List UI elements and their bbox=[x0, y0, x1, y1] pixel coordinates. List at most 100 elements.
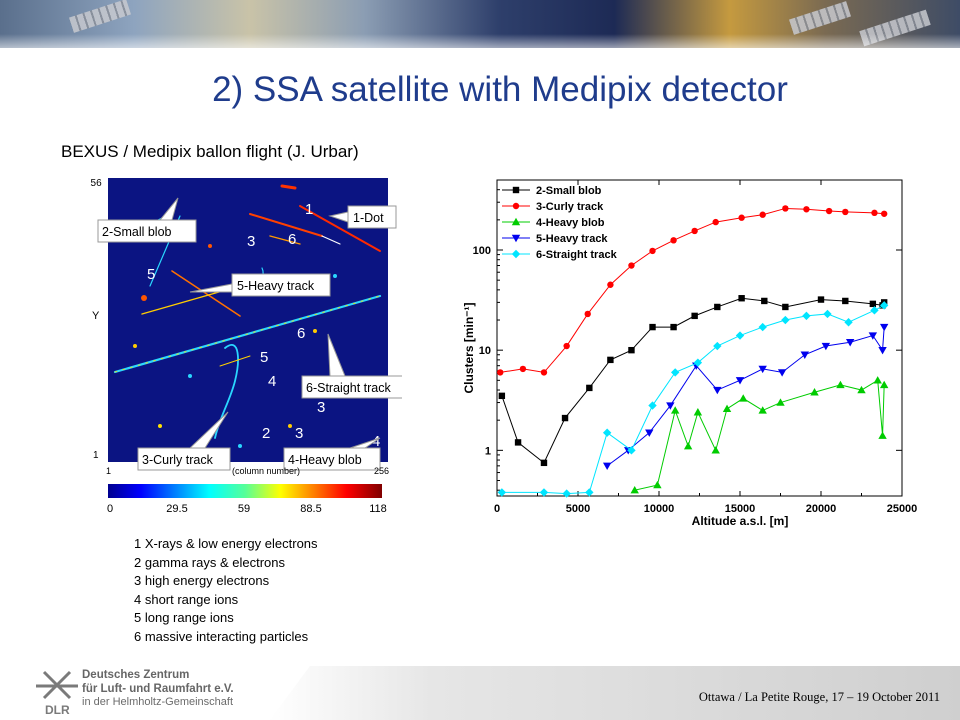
data-point bbox=[758, 406, 767, 414]
legend-line: 3 high energy electrons bbox=[134, 573, 270, 588]
data-point bbox=[670, 237, 677, 244]
data-point bbox=[497, 369, 504, 376]
svg-text:3: 3 bbox=[247, 233, 255, 250]
data-point bbox=[713, 386, 722, 395]
legend-label: 5-Heavy track bbox=[536, 233, 608, 245]
data-point bbox=[735, 377, 745, 385]
colorbar bbox=[108, 484, 382, 498]
y-top-label: 256 bbox=[90, 178, 102, 189]
callout-label: 6-Straight track bbox=[306, 381, 392, 395]
svg-text:29.5: 29.5 bbox=[166, 503, 187, 515]
data-point bbox=[845, 339, 855, 347]
legend-line: 5 long range ions bbox=[134, 610, 234, 625]
data-point bbox=[653, 480, 662, 489]
svg-text:5: 5 bbox=[260, 349, 268, 366]
data-point bbox=[671, 406, 680, 414]
y-bottom-label: 1 bbox=[93, 450, 99, 461]
particle-type-numbers: 1 6 3 5 6 5 4 3 2 4 3 bbox=[147, 201, 380, 450]
data-point bbox=[879, 323, 889, 332]
data-point bbox=[712, 218, 719, 226]
detector-frame-image: 256 Y 1 1 6 3 5 6 5 4 3 bbox=[90, 178, 402, 515]
data-point bbox=[777, 369, 787, 377]
callout-label: 5-Heavy track bbox=[237, 279, 315, 293]
footer-bar bbox=[0, 666, 960, 720]
callout-small-blob: 2-Small blob bbox=[97, 197, 197, 243]
x-tick-label: 5000 bbox=[566, 503, 590, 515]
data-point bbox=[607, 356, 614, 364]
data-point bbox=[776, 398, 785, 406]
legend-label: 4-Heavy blob bbox=[536, 217, 605, 229]
data-point bbox=[842, 297, 849, 305]
data-point bbox=[761, 297, 768, 305]
svg-text:59: 59 bbox=[238, 503, 250, 515]
data-point bbox=[628, 346, 635, 354]
legend-line: 1 X-rays & low energy electrons bbox=[134, 536, 318, 551]
data-point bbox=[878, 431, 887, 439]
data-point bbox=[782, 205, 789, 212]
callout-label: 2-Small blob bbox=[102, 225, 172, 239]
data-point bbox=[540, 459, 548, 467]
page-subtitle: BEXUS / Medipix ballon flight (J. Urbar) bbox=[61, 142, 359, 161]
data-point bbox=[803, 206, 810, 213]
legend-line: 2 gamma rays & electrons bbox=[134, 554, 286, 570]
data-point bbox=[873, 376, 882, 384]
data-point bbox=[817, 296, 825, 303]
callout-dot: 1-Dot bbox=[328, 205, 397, 229]
data-point bbox=[711, 446, 720, 454]
data-point bbox=[514, 439, 522, 446]
data-point bbox=[540, 369, 548, 376]
data-point bbox=[758, 365, 767, 374]
data-point bbox=[821, 342, 831, 351]
svg-text:0: 0 bbox=[107, 503, 113, 515]
data-point bbox=[602, 462, 612, 471]
svg-text:4: 4 bbox=[372, 433, 380, 450]
header-banner bbox=[0, 0, 960, 48]
data-point bbox=[810, 388, 819, 396]
legend-line: 4 short range ions bbox=[134, 591, 239, 607]
legend-label: 2-Small blob bbox=[536, 185, 602, 197]
data-point bbox=[498, 392, 506, 400]
data-point bbox=[561, 414, 569, 422]
svg-text:118: 118 bbox=[369, 503, 387, 515]
data-point bbox=[800, 351, 809, 359]
chart-axes: 0 5000 10000 15000 20000 25000 1 10 100 bbox=[473, 179, 917, 515]
data-point bbox=[628, 262, 635, 269]
data-point bbox=[722, 404, 732, 412]
plot-frame bbox=[496, 179, 903, 497]
data-point bbox=[607, 281, 614, 288]
callout-label: 3-Curly track bbox=[142, 453, 214, 467]
callout-heavy-track: 5-Heavy track bbox=[189, 273, 331, 297]
x-axis-title: Altitude a.s.l. [m] bbox=[692, 514, 789, 528]
data-point bbox=[512, 202, 520, 210]
chart-legend: 2-Small blob 3-Curly track 4-Heavy blob 5-H… bbox=[502, 185, 618, 261]
data-point bbox=[666, 402, 675, 410]
data-point bbox=[586, 384, 593, 392]
data-point bbox=[869, 300, 877, 308]
data-point bbox=[693, 358, 703, 367]
callout-straight-track: 6-Straight track bbox=[301, 333, 402, 399]
data-point bbox=[691, 227, 698, 235]
svg-text:5: 5 bbox=[147, 266, 155, 283]
x-tick-label: 10000 bbox=[644, 503, 675, 515]
data-point bbox=[738, 214, 745, 221]
svg-text:6: 6 bbox=[288, 231, 296, 248]
x-tick-label: 15000 bbox=[725, 503, 756, 515]
data-point bbox=[691, 312, 698, 320]
series-3 bbox=[630, 376, 889, 494]
data-point bbox=[823, 309, 832, 319]
data-point bbox=[512, 186, 520, 194]
dlr-logo-text: DLR bbox=[45, 703, 70, 717]
series-2 bbox=[497, 205, 888, 376]
data-point bbox=[630, 485, 639, 494]
legend-label: 6-Straight track bbox=[536, 249, 618, 261]
organization-name: Deutsches Zentrum für Luft- und Raumfahr… bbox=[82, 669, 234, 708]
data-point bbox=[781, 315, 790, 325]
data-point bbox=[645, 429, 654, 437]
data-point bbox=[836, 380, 845, 389]
data-point bbox=[670, 323, 677, 331]
svg-text:3: 3 bbox=[295, 425, 303, 442]
data-point bbox=[738, 295, 745, 302]
data-point bbox=[871, 209, 878, 217]
svg-text:2: 2 bbox=[262, 425, 270, 442]
data-point bbox=[825, 207, 833, 215]
